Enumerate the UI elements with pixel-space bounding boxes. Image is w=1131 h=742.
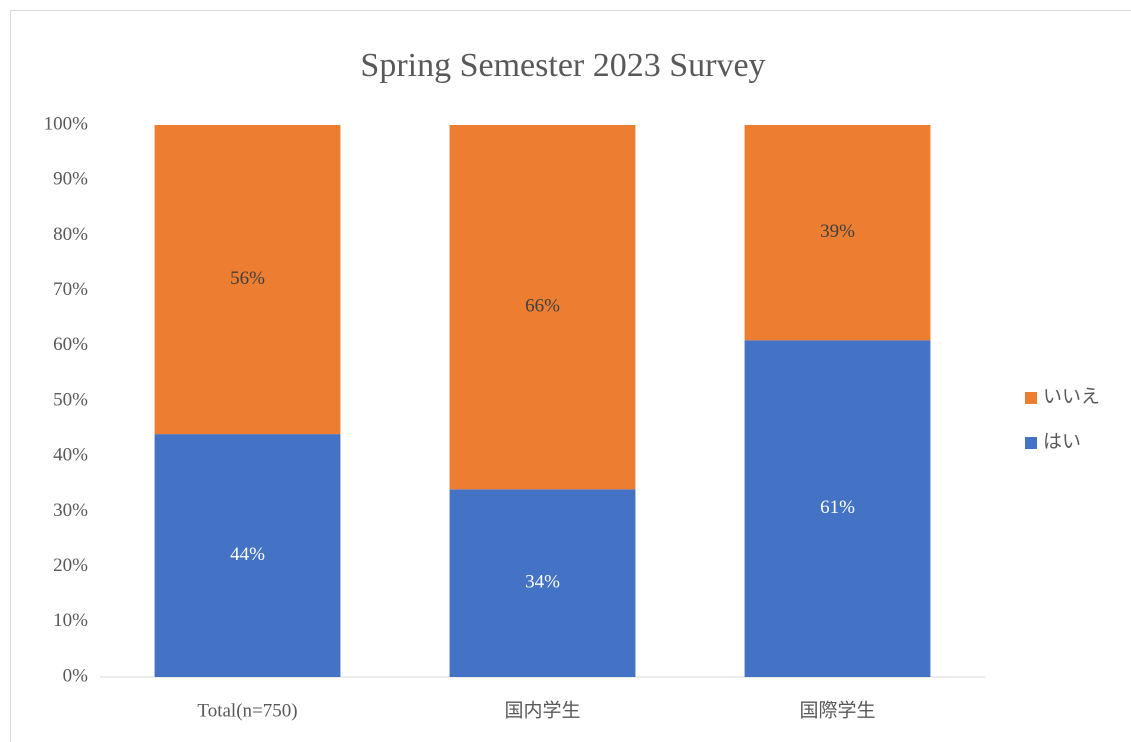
- bar-segment: [744, 340, 931, 677]
- y-tick-label: 60%: [53, 334, 88, 355]
- y-tick-label: 90%: [53, 169, 88, 190]
- y-tick-label: 20%: [53, 555, 88, 576]
- chart-title: Spring Semester 2023 Survey: [360, 47, 765, 84]
- legend-swatch: [1025, 392, 1037, 404]
- data-label: 34%: [525, 572, 560, 593]
- x-tick-label: 国際学生: [799, 699, 875, 721]
- bar-segment: [154, 125, 341, 435]
- y-tick-label: 40%: [53, 445, 88, 466]
- y-tick-label: 100%: [44, 113, 89, 134]
- data-label: 66%: [525, 296, 560, 317]
- data-label: 61%: [820, 497, 855, 518]
- bar-segment: [744, 125, 931, 341]
- bar-segment: [154, 434, 341, 677]
- x-tick-label: Total(n=750): [197, 700, 297, 721]
- data-label: 44%: [230, 544, 265, 565]
- legend-label: いいえ: [1043, 386, 1100, 407]
- y-tick-label: 0%: [63, 665, 89, 686]
- y-tick-label: 70%: [53, 279, 88, 300]
- x-tick-label: 国内学生: [504, 699, 580, 721]
- legend-swatch: [1025, 437, 1037, 449]
- legend-label: はい: [1043, 431, 1081, 452]
- y-tick-label: 10%: [53, 610, 88, 631]
- y-tick-label: 30%: [53, 500, 88, 521]
- y-tick-label: 80%: [53, 224, 88, 245]
- bar-segment: [449, 489, 636, 677]
- bar-segment: [449, 125, 636, 490]
- data-label: 56%: [230, 268, 265, 289]
- y-tick-label: 50%: [53, 389, 88, 410]
- data-label: 39%: [820, 221, 855, 242]
